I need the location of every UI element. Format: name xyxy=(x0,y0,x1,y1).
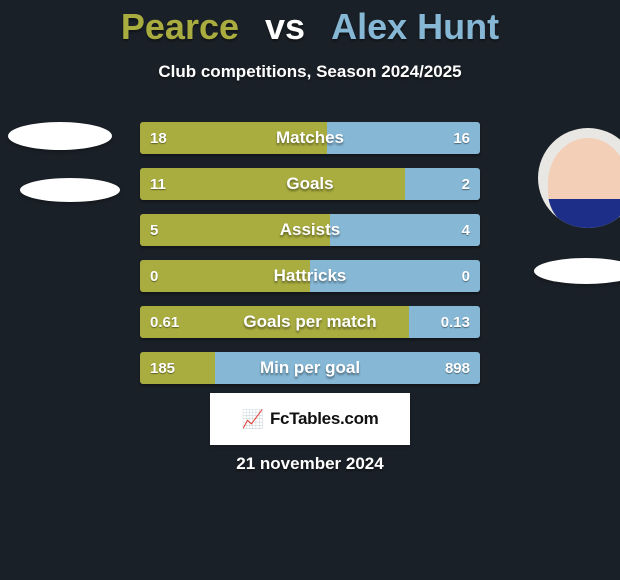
stat-row: 00Hattricks xyxy=(140,260,480,292)
decor-ellipse-left-1 xyxy=(8,122,112,150)
stat-value-left: 185 xyxy=(150,360,175,377)
stat-row: 1816Matches xyxy=(140,122,480,154)
stat-bar-right: 0 xyxy=(310,260,480,292)
stat-row: 0.610.13Goals per match xyxy=(140,306,480,338)
stat-bar-right: 898 xyxy=(215,352,480,384)
stat-value-right: 2 xyxy=(462,176,470,193)
stat-value-left: 0 xyxy=(150,268,158,285)
stat-bar-right: 0.13 xyxy=(409,306,480,338)
subtitle: Club competitions, Season 2024/2025 xyxy=(0,62,620,82)
stat-value-right: 898 xyxy=(445,360,470,377)
chart-icon: 📈 xyxy=(242,409,264,430)
stat-value-right: 4 xyxy=(462,222,470,239)
stat-value-left: 5 xyxy=(150,222,158,239)
title-vs: vs xyxy=(265,6,305,47)
stat-bar-right: 4 xyxy=(330,214,480,246)
stats-bars: 1816Matches112Goals54Assists00Hattricks0… xyxy=(140,122,480,398)
title-player2: Alex Hunt xyxy=(331,6,499,47)
stat-value-right: 16 xyxy=(453,130,470,147)
stat-row: 185898Min per goal xyxy=(140,352,480,384)
stat-bar-left: 11 xyxy=(140,168,405,200)
stat-bar-right: 16 xyxy=(327,122,480,154)
stat-bar-left: 185 xyxy=(140,352,215,384)
stat-row: 112Goals xyxy=(140,168,480,200)
title-player1: Pearce xyxy=(121,6,239,47)
stat-row: 54Assists xyxy=(140,214,480,246)
avatar-right-face xyxy=(548,138,620,228)
avatar-right xyxy=(538,128,620,228)
decor-ellipse-left-2 xyxy=(20,178,120,202)
comparison-card: Pearce vs Alex Hunt Club competitions, S… xyxy=(0,0,620,580)
footer-date: 21 november 2024 xyxy=(0,454,620,474)
stat-value-left: 0.61 xyxy=(150,314,179,331)
stat-bar-left: 0.61 xyxy=(140,306,409,338)
logo-text: FcTables.com xyxy=(270,409,379,429)
stat-value-right: 0.13 xyxy=(441,314,470,331)
avatar-right-circle xyxy=(538,128,620,228)
stat-bar-left: 0 xyxy=(140,260,310,292)
stat-value-right: 0 xyxy=(462,268,470,285)
stat-value-left: 18 xyxy=(150,130,167,147)
stat-bar-right: 2 xyxy=(405,168,480,200)
logo-box: 📈 FcTables.com xyxy=(210,393,410,445)
stat-bar-left: 18 xyxy=(140,122,327,154)
stat-bar-left: 5 xyxy=(140,214,330,246)
stat-value-left: 11 xyxy=(150,176,166,193)
page-title: Pearce vs Alex Hunt xyxy=(0,6,620,48)
decor-ellipse-right-1 xyxy=(534,258,620,284)
